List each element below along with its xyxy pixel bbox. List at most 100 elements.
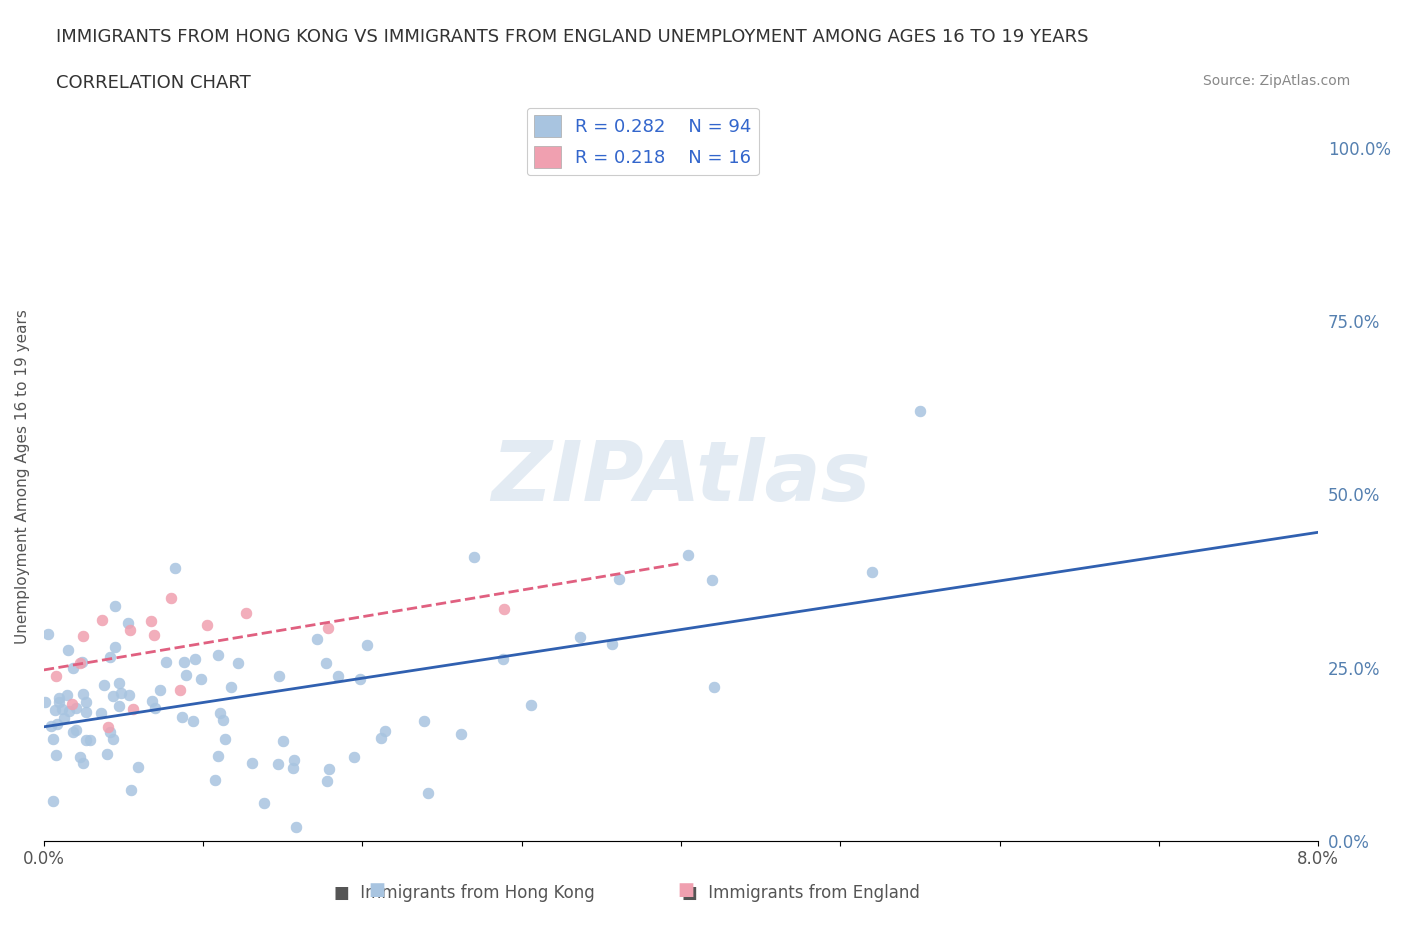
Y-axis label: Unemployment Among Ages 16 to 19 years: Unemployment Among Ages 16 to 19 years [15, 310, 30, 644]
Point [253, 796, 276, 811]
Point [208, 706, 231, 721]
Point [307, 631, 329, 646]
Point [72, 629, 94, 644]
Point [93, 677, 115, 692]
Point [219, 680, 242, 695]
Point [204, 772, 226, 787]
Point [520, 698, 543, 712]
Point [65, 701, 87, 716]
Point [58, 703, 80, 718]
Point [492, 652, 515, 667]
Point [703, 679, 725, 694]
Point [108, 676, 131, 691]
Point [160, 591, 183, 605]
Point [75, 695, 97, 710]
Text: ■  Immigrants from Hong Kong: ■ Immigrants from Hong Kong [333, 884, 595, 902]
Point [120, 782, 142, 797]
Point [120, 623, 142, 638]
Point [207, 648, 229, 663]
Point [343, 750, 366, 764]
Point [269, 669, 291, 684]
Point [56, 687, 79, 702]
Point [75, 705, 97, 720]
Point [463, 550, 485, 565]
Point [214, 732, 236, 747]
Point [48, 695, 70, 710]
Point [184, 652, 207, 667]
Point [117, 616, 139, 631]
Point [34, 694, 56, 709]
Point [142, 628, 165, 643]
Point [370, 730, 392, 745]
Point [174, 668, 197, 683]
Point [700, 573, 723, 588]
Point [42, 731, 65, 746]
Text: Source: ZipAtlas.com: Source: ZipAtlas.com [1202, 74, 1350, 88]
Point [104, 639, 127, 654]
Point [96, 747, 118, 762]
Point [127, 759, 149, 774]
Point [141, 694, 163, 709]
Point [90, 706, 112, 721]
Point [143, 700, 166, 715]
Point [96, 720, 118, 735]
Point [860, 565, 883, 579]
Text: IMMIGRANTS FROM HONG KONG VS IMMIGRANTS FROM ENGLAND UNEMPLOYMENT AMONG AGES 16 : IMMIGRANTS FROM HONG KONG VS IMMIGRANTS … [56, 28, 1088, 46]
Point [79, 733, 101, 748]
Point [240, 755, 263, 770]
Point [44, 702, 66, 717]
Text: ■: ■ [678, 882, 695, 899]
Point [326, 669, 349, 684]
Point [51, 701, 73, 716]
Text: ■: ■ [368, 882, 385, 899]
Point [98, 649, 121, 664]
Point [173, 655, 195, 670]
Legend: R = 0.282    N = 94, R = 0.218    N = 16: R = 0.282 N = 94, R = 0.218 N = 16 [527, 108, 759, 175]
Text: ZIPAtlas: ZIPAtlas [491, 436, 870, 517]
Point [118, 687, 141, 702]
Point [602, 637, 624, 652]
Point [91, 613, 114, 628]
Point [183, 713, 205, 728]
Point [149, 682, 172, 697]
Point [37, 627, 59, 642]
Point [60, 697, 83, 711]
Point [315, 655, 337, 670]
Point [62, 724, 84, 739]
Point [349, 671, 371, 686]
Point [569, 630, 592, 644]
Point [108, 698, 131, 713]
Point [316, 620, 339, 635]
Point [103, 732, 125, 747]
Point [69, 656, 91, 671]
Point [110, 685, 132, 700]
Point [374, 724, 396, 738]
Point [284, 819, 307, 834]
Point [450, 726, 472, 741]
Point [45, 716, 67, 731]
Point [122, 701, 145, 716]
Point [207, 749, 229, 764]
Point [169, 683, 191, 698]
Point [607, 572, 630, 587]
Point [98, 724, 121, 739]
Point [908, 404, 931, 418]
Point [139, 614, 162, 629]
Point [58, 643, 80, 658]
Point [155, 655, 177, 670]
Point [163, 561, 186, 576]
Point [45, 669, 67, 684]
Point [70, 655, 93, 670]
Point [356, 637, 378, 652]
Point [52, 711, 75, 726]
Point [676, 548, 699, 563]
Point [418, 785, 440, 800]
Point [267, 757, 290, 772]
Point [190, 672, 212, 687]
Point [42, 794, 65, 809]
Point [62, 661, 84, 676]
Point [72, 687, 94, 702]
Point [72, 756, 94, 771]
Point [235, 605, 257, 620]
Point [69, 750, 91, 764]
